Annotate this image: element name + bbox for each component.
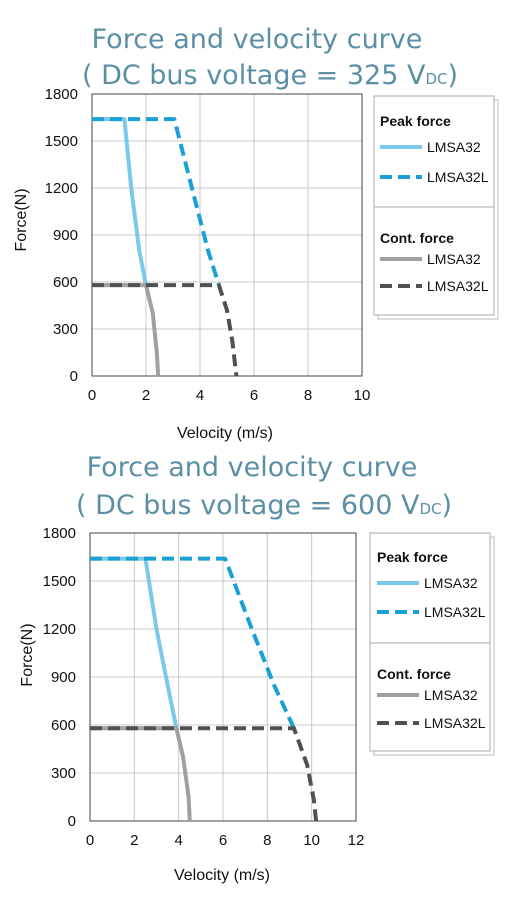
chart-1-x-tick-label: 0 [88, 387, 96, 404]
chart-2: Force and velocity curve ( DC bus voltag… [19, 452, 495, 884]
chart-2-y-tick-label: 600 [51, 717, 76, 734]
chart-1-y-axis-label: Force(N) [13, 188, 30, 251]
chart-1-legend-label: LMSA32 [427, 139, 481, 155]
chart-1-x-tick-label: 8 [304, 387, 312, 404]
chart-2-x-tick-label: 0 [86, 832, 94, 849]
chart-2-subtitle: ( DC bus voltage = 600 VDC) [76, 490, 452, 521]
chart-1-y-tick-label: 1200 [45, 180, 78, 197]
chart-1-legend: Peak force Cont. force LMSA32 LMSA32L LMSA… [373, 95, 499, 320]
chart-1-y-tick-label: 300 [53, 321, 78, 338]
chart-2-legend-label: LMSA32L [424, 604, 486, 620]
chart-2-legend-label: LMSA32 [424, 575, 478, 591]
chart-2-plot-frame [89, 532, 357, 822]
chart-2-legend-box [369, 532, 491, 752]
chart-1-plot-area: 0 2 4 6 8 10 0 300 600 900 1200 1500 1800 [45, 86, 371, 404]
chart-1-y-tick-label: 1500 [45, 133, 78, 150]
chart-2-legend-heading-peak: Peak force [377, 549, 448, 565]
chart-1-legend-label: LMSA32L [427, 169, 489, 185]
chart-1-series-lmsa32-peak-line [92, 117, 148, 286]
chart-2-x-tick-label: 6 [219, 832, 227, 849]
chart-1-x-tick-label: 2 [142, 387, 150, 404]
chart-1-subtitle-subscript: DC [425, 70, 447, 88]
chart-1-x-tick-label: 10 [354, 387, 371, 404]
chart-1-x-tick-label: 4 [196, 387, 204, 404]
chart-2-series-lmsa32-peak-line [90, 556, 179, 729]
chart-2-legend-label: LMSA32L [424, 715, 486, 731]
chart-1-x-axis-label: Velocity (m/s) [177, 425, 273, 442]
chart-1-y-tick-label: 900 [53, 227, 78, 244]
chart-2-legend: Peak force Cont. force LMSA32 LMSA32L LMSA… [369, 532, 495, 756]
chart-2-y-tick-label: 300 [51, 765, 76, 782]
chart-1-legend-heading-peak: Peak force [380, 113, 451, 129]
chart-1-legend-label: LMSA32 [427, 251, 481, 267]
chart-1-subtitle-suffix: ) [447, 60, 458, 91]
chart-2-series-lmsa32l-cont-line [90, 726, 319, 822]
chart-2-subtitle-prefix: ( DC bus voltage = 600 V [76, 490, 420, 521]
chart-2-x-tick-label: 12 [348, 832, 365, 849]
chart-1-y-tick-label: 1800 [45, 86, 78, 103]
chart-1-legend-label: LMSA32L [427, 278, 489, 294]
chart-1-series-lmsa32-cont-line [92, 283, 161, 377]
chart-2-legend-heading-cont: Cont. force [377, 666, 451, 682]
chart-2-y-tick-label: 1500 [43, 573, 76, 590]
chart-2-x-tick-label: 4 [174, 832, 182, 849]
chart-2-legend-label: LMSA32 [424, 687, 478, 703]
chart-2-y-tick-label: 1800 [43, 525, 76, 542]
chart-2-y-tick-label: 900 [51, 669, 76, 686]
chart-2-x-tick-label: 10 [303, 832, 320, 849]
chart-2-y-tick-label: 1200 [43, 621, 76, 638]
chart-2-y-axis-label: Force(N) [19, 623, 36, 686]
chart-2-series-lmsa32l-peak-line [90, 556, 296, 730]
chart-1-subtitle: ( DC bus voltage = 325 VDC) [82, 60, 458, 91]
chart-1-subtitle-prefix: ( DC bus voltage = 325 V [82, 60, 426, 91]
chart-1-legend-box [373, 95, 495, 316]
chart-1-plot-frame [91, 93, 363, 377]
chart-1-title: Force and velocity curve [92, 24, 423, 55]
chart-1: Force and velocity curve ( DC bus voltag… [13, 24, 499, 442]
chart-1-y-tick-label: 600 [53, 274, 78, 291]
chart-2-plot-area: 0 2 4 6 8 10 12 0 300 600 900 1200 1500 1800 [43, 525, 365, 849]
chart-2-y-tick-label: 0 [68, 813, 76, 830]
chart-2-subtitle-subscript: DC [419, 500, 441, 518]
chart-2-x-tick-label: 8 [263, 832, 271, 849]
chart-1-legend-heading-cont: Cont. force [380, 230, 454, 246]
chart-2-x-axis-label: Velocity (m/s) [174, 867, 270, 884]
chart-1-series-lmsa32l-cont-line [92, 283, 239, 377]
chart-2-series-lmsa32-cont-line [90, 726, 192, 822]
chart-1-series-lmsa32l-peak-line [92, 117, 221, 286]
chart-1-x-tick-label: 6 [250, 387, 258, 404]
chart-2-subtitle-suffix: ) [441, 490, 452, 521]
chart-2-title: Force and velocity curve [87, 452, 418, 483]
chart-2-x-tick-label: 2 [130, 832, 138, 849]
chart-1-y-tick-label: 0 [70, 368, 78, 385]
